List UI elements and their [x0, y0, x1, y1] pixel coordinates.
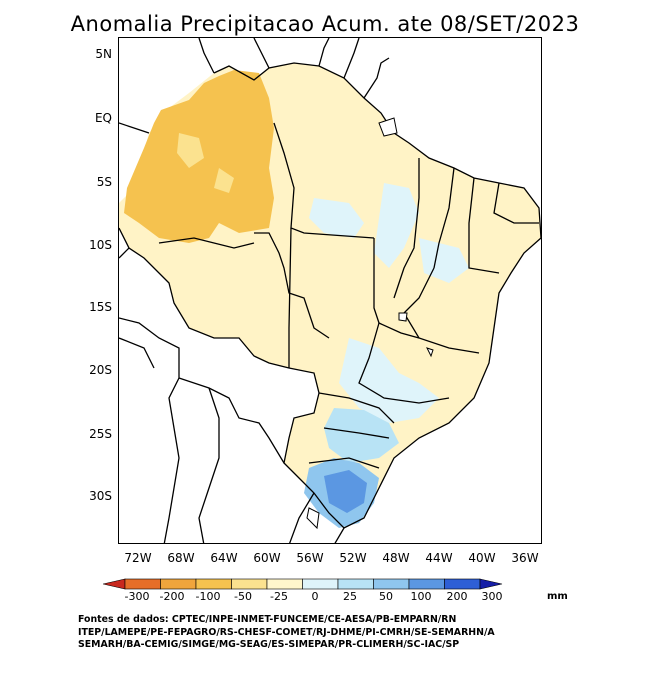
sources-line: ITEP/LAMEPE/PE-FEPAGRO/RS-CHESF-COMET/RJ… [78, 626, 495, 638]
lon-label: 52W [339, 551, 367, 565]
lat-label: 30S [89, 489, 112, 503]
lat-label: 20S [89, 363, 112, 377]
lat-label: 5N [95, 47, 112, 61]
lon-label: 72W [124, 551, 152, 565]
lat-label: 10S [89, 238, 112, 252]
map-canvas [119, 38, 541, 543]
political-borders [119, 38, 541, 543]
precipitation-anomaly-map [118, 37, 542, 544]
legend-tick-label: 50 [379, 590, 393, 603]
island [378, 117, 398, 137]
lagoon [306, 507, 320, 530]
legend-tick-label: -50 [234, 590, 252, 603]
legend-color-swatch [124, 578, 161, 590]
lat-label: 5S [96, 175, 112, 189]
legend-color-swatch [408, 578, 445, 590]
legend-tick-label: 100 [410, 590, 432, 603]
legend-tick-label: -300 [124, 590, 150, 603]
small-lake [398, 312, 408, 322]
very-strong-wet-anomaly-rs [324, 470, 367, 513]
legend-color-swatch [103, 578, 126, 590]
lat-label: 25S [89, 427, 112, 441]
lon-label: 36W [511, 551, 539, 565]
lon-label: 40W [468, 551, 496, 565]
legend-tick-label: -200 [159, 590, 185, 603]
legend-color-swatch [195, 578, 232, 590]
legend-tick-label: -100 [195, 590, 221, 603]
sources-line: Fontes de dados: CPTEC/INPE-INMET-FUNCEM… [78, 614, 457, 625]
lon-label: 56W [296, 551, 324, 565]
sources-line: SEMARH/BA-CEMIG/SIMGE/MG-SEAG/ES-SIMEPAR… [78, 639, 460, 650]
lon-label: 44W [425, 551, 453, 565]
dry-anomaly-light [177, 133, 234, 193]
small-lake-2 [426, 347, 434, 358]
legend-color-swatch [479, 578, 503, 590]
lat-label: EQ [94, 111, 112, 125]
legend-color-swatch [337, 578, 374, 590]
wet-anomaly-south [324, 408, 399, 463]
lon-label: 60W [253, 551, 281, 565]
legend-color-swatch [160, 578, 197, 590]
legend-tick-label: 0 [311, 590, 319, 603]
legend-tick-label: -25 [270, 590, 288, 603]
lat-label: 15S [89, 300, 112, 314]
legend-color-swatch [444, 578, 481, 590]
legend-unit: mm [547, 591, 568, 602]
legend-tick-label: 300 [481, 590, 503, 603]
wet-anomaly-north [309, 183, 469, 283]
lon-label: 48W [382, 551, 410, 565]
legend-color-swatch [302, 578, 339, 590]
legend-color-swatch [231, 578, 268, 590]
map-title: Anomalia Precipitacao Acum. ate 08/SET/2… [70, 12, 580, 36]
legend-tick-label: 25 [343, 590, 357, 603]
lon-label: 64W [210, 551, 238, 565]
legend-tick-label: 200 [446, 590, 468, 603]
lon-label: 68W [167, 551, 195, 565]
legend-color-swatch [266, 578, 303, 590]
legend-color-swatch [373, 578, 410, 590]
legend-colorbar [103, 578, 503, 590]
data-sources: Fontes de dados: CPTEC/INPE-INMET-FUNCEM… [78, 614, 495, 652]
